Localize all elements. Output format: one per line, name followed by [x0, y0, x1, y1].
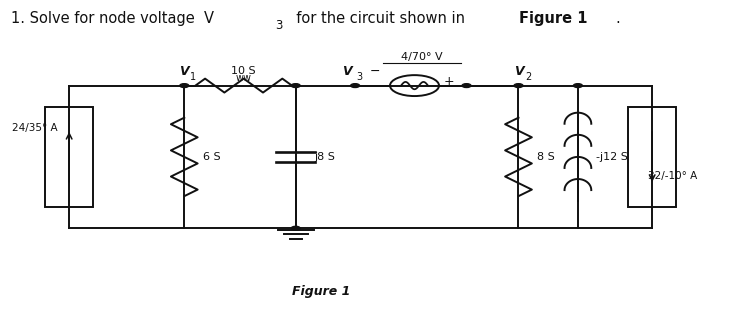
Text: V: V — [180, 65, 189, 78]
Circle shape — [574, 84, 583, 87]
Text: for the circuit shown in: for the circuit shown in — [287, 11, 469, 26]
Text: 8 S: 8 S — [537, 152, 555, 162]
Text: 3: 3 — [357, 72, 363, 82]
Text: -j12 S: -j12 S — [597, 152, 628, 162]
Text: 2: 2 — [525, 72, 531, 82]
Text: Figure 1: Figure 1 — [293, 285, 351, 298]
Text: 6 S: 6 S — [203, 152, 221, 162]
Circle shape — [351, 84, 360, 87]
Text: 1: 1 — [190, 72, 196, 82]
Text: 4/70° V: 4/70° V — [401, 52, 443, 62]
Text: j8 S: j8 S — [314, 152, 335, 162]
Text: 1. Solve for node voltage  V: 1. Solve for node voltage V — [11, 11, 215, 26]
Circle shape — [180, 84, 188, 87]
Circle shape — [514, 84, 523, 87]
Text: 3: 3 — [276, 19, 283, 32]
Text: 32/-10° A: 32/-10° A — [648, 171, 698, 181]
Text: Figure 1: Figure 1 — [519, 11, 588, 26]
Text: V: V — [513, 65, 523, 78]
Text: 10 S: 10 S — [232, 66, 256, 76]
Circle shape — [291, 84, 300, 87]
Circle shape — [462, 84, 471, 87]
Text: ww: ww — [235, 73, 252, 83]
Text: .: . — [615, 11, 620, 26]
Text: +: + — [443, 75, 454, 88]
Bar — [628, 107, 676, 207]
Bar — [45, 107, 93, 207]
Text: 24/35° A: 24/35° A — [13, 123, 58, 133]
Text: −: − — [370, 65, 381, 78]
Text: V: V — [342, 65, 352, 78]
Circle shape — [291, 226, 300, 230]
